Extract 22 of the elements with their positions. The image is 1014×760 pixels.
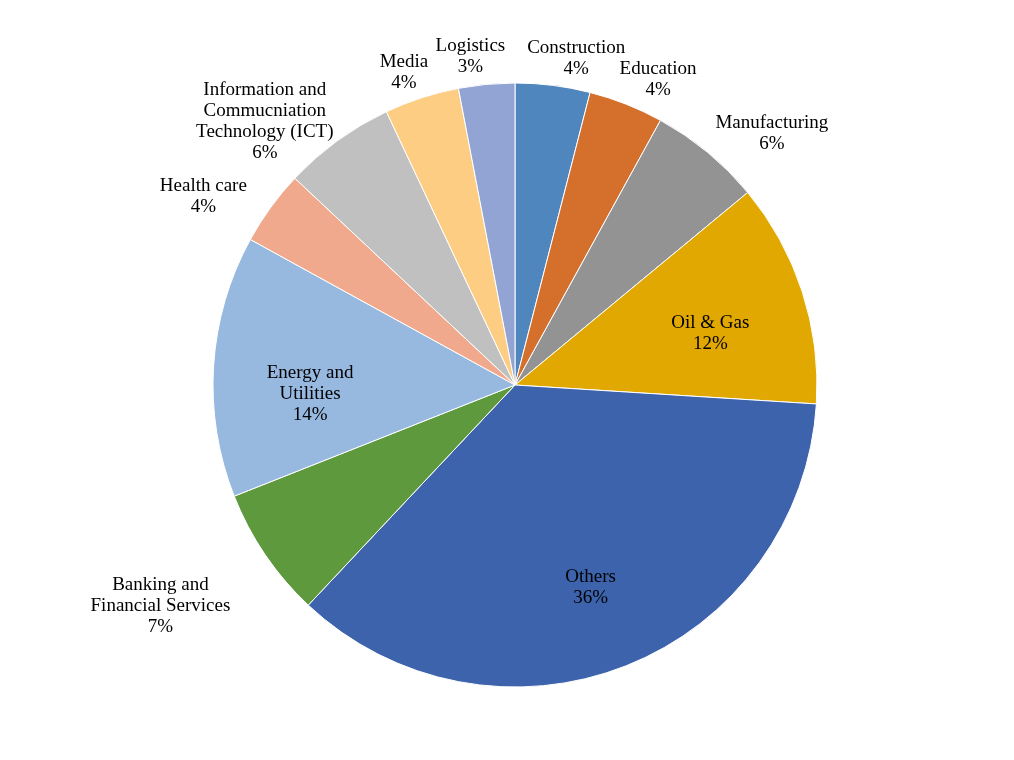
data-label: 7% (147, 614, 174, 636)
data-label: 4% (563, 56, 590, 78)
slice-label: Logistics (435, 34, 506, 56)
data-label: 4% (645, 77, 671, 99)
slice-label: Information and Commucniation Technology (ICT) (196, 77, 334, 142)
data-label: 36% (573, 585, 609, 607)
data-label: 3% (457, 55, 484, 77)
slice-label: Construction (527, 35, 626, 57)
slice-label: Energy and Utilities (266, 361, 354, 404)
slice-label: Media (379, 49, 429, 71)
slice-label: Health care (159, 173, 247, 195)
slice-label: Education (619, 56, 698, 78)
data-label: 6% (759, 132, 785, 154)
slice-label: Manufacturing (715, 111, 829, 133)
data-label: 4% (391, 70, 417, 92)
slice-label: Others (565, 564, 616, 586)
slice-label: Banking and Financial Services (90, 572, 231, 615)
slice-label: Oil & Gas (671, 310, 750, 332)
data-label: 12% (692, 331, 728, 353)
data-label: 4% (190, 194, 217, 216)
data-label: 6% (252, 140, 278, 162)
data-label: 14% (292, 403, 328, 425)
